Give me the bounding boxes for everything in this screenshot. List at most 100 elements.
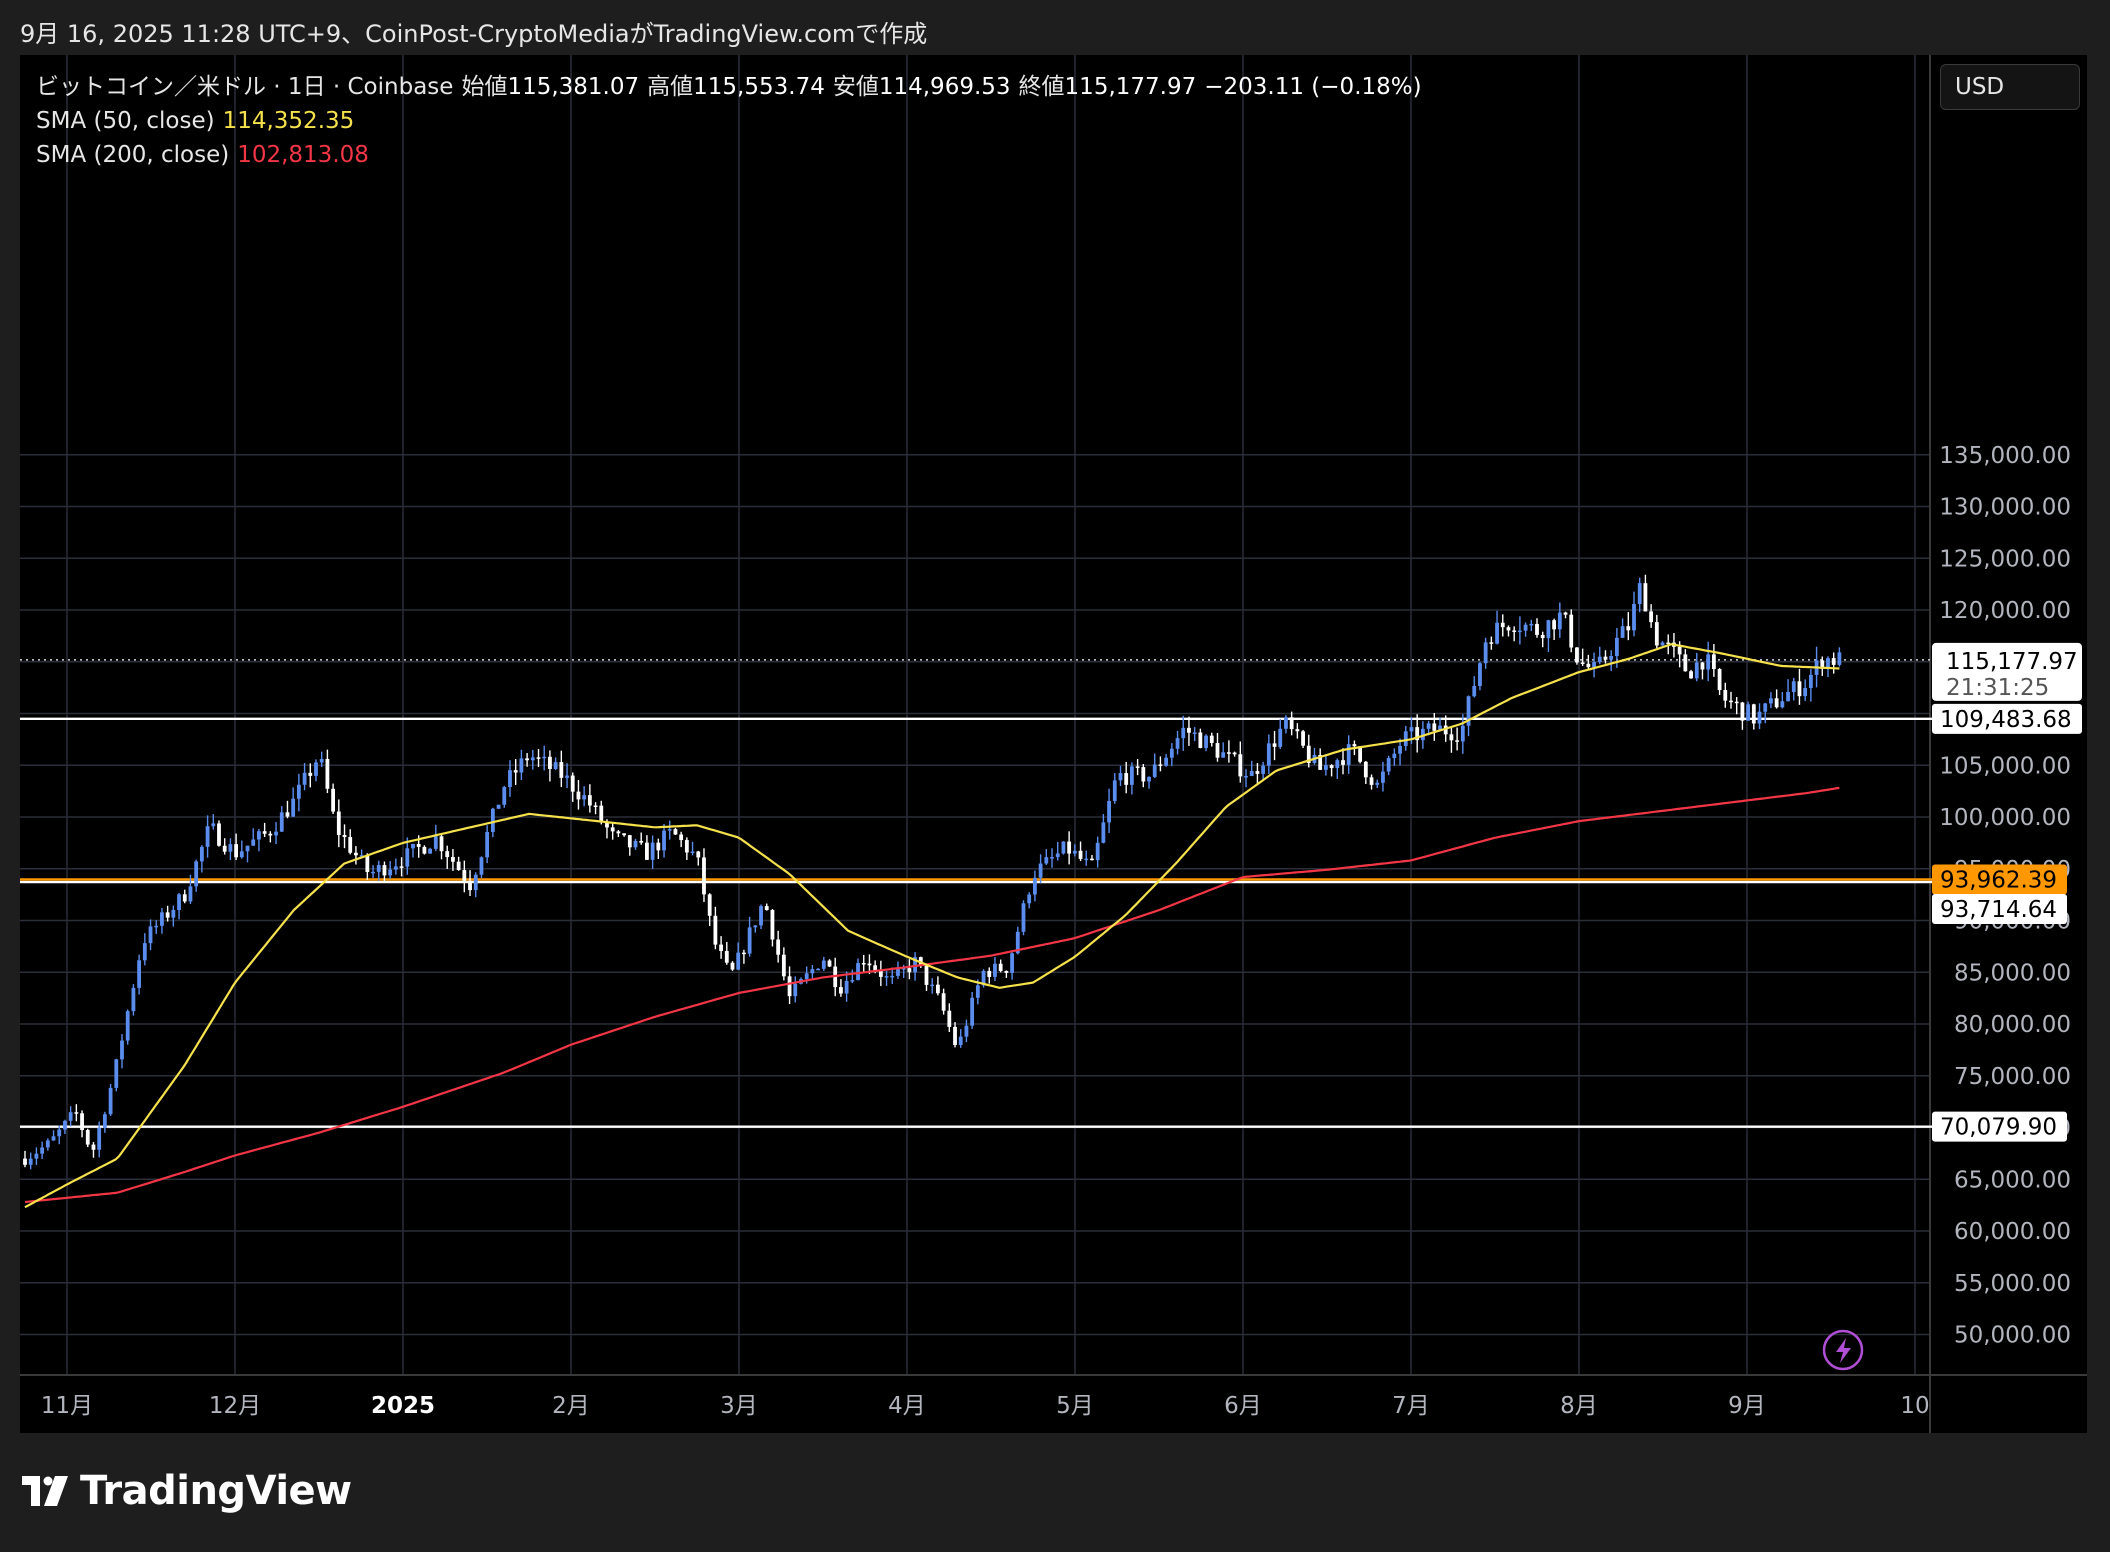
candle-down	[1729, 700, 1733, 703]
candle-down	[1751, 704, 1756, 724]
candle-up	[1632, 604, 1636, 631]
candle-down	[1415, 727, 1420, 741]
candle-up	[1095, 842, 1100, 861]
candle-up	[975, 985, 980, 998]
candle-down	[513, 770, 518, 773]
candle-down	[679, 834, 684, 841]
candle-up	[1546, 620, 1551, 639]
level-price-tag[interactable]	[1932, 1111, 2067, 1142]
candle-down	[1352, 744, 1357, 747]
symbol-line[interactable]: ビットコイン／米ドル · 1日 · Coinbase	[36, 74, 454, 100]
candle-up	[1409, 727, 1414, 732]
candle-up	[821, 960, 826, 969]
candle-down	[85, 1130, 90, 1145]
candle-up	[114, 1059, 119, 1088]
currency-button[interactable]: USD	[1940, 64, 2080, 110]
candle-up	[896, 968, 900, 976]
candle-down	[1004, 970, 1009, 973]
candle-down	[1232, 752, 1237, 755]
x-tick-label: 11月	[41, 1393, 93, 1419]
candle-up	[1284, 717, 1288, 729]
candle-down	[165, 912, 170, 918]
candle-down	[1358, 746, 1363, 762]
candle-up	[1204, 735, 1208, 748]
close-label: 終値	[1018, 74, 1065, 100]
candle-up	[1791, 681, 1796, 693]
candle-down	[422, 846, 427, 854]
candle-up	[1015, 931, 1020, 954]
candle-down	[947, 1010, 952, 1027]
candle-up	[1244, 775, 1248, 778]
candle-up	[125, 1011, 130, 1041]
candle-up	[388, 869, 393, 876]
candle-up	[1033, 877, 1037, 895]
candle-down	[1341, 760, 1345, 765]
candle-up	[177, 894, 181, 910]
candle-up	[291, 798, 296, 817]
level-price-tag[interactable]	[1932, 703, 2082, 734]
candle-down	[1329, 765, 1334, 769]
tradingview-logo[interactable]: TradingView	[22, 1468, 352, 1514]
tradingview-logo-icon	[22, 1476, 68, 1506]
candle-up	[884, 976, 889, 978]
candle-down	[1649, 611, 1654, 623]
candle-up	[1763, 703, 1768, 712]
candle-up	[1038, 863, 1043, 878]
candle-up	[239, 851, 244, 858]
candle-up	[376, 865, 381, 872]
level-price-label: 109,483.68	[1940, 707, 2072, 733]
candle-down	[605, 822, 609, 828]
level-price-tag[interactable]	[1932, 864, 2067, 895]
y-tick-label: 125,000.00	[1939, 546, 2071, 572]
candle-down	[1575, 647, 1579, 663]
lightning-icon[interactable]	[1822, 1329, 1864, 1371]
candle-up	[582, 795, 587, 800]
candle-down	[91, 1144, 96, 1150]
candle-down	[1289, 717, 1294, 730]
candle-down	[525, 758, 529, 761]
candle-down	[1090, 858, 1094, 861]
candle-up	[1152, 764, 1157, 777]
candle-up	[257, 831, 261, 840]
x-tick-label: 2月	[552, 1393, 590, 1419]
candle-down	[1455, 740, 1460, 742]
candle-down	[593, 805, 598, 808]
candle-up	[1386, 758, 1391, 772]
candle-up	[810, 969, 815, 974]
candle-down	[1500, 622, 1505, 628]
high-label: 高値	[647, 74, 694, 100]
candle-down	[1489, 642, 1494, 644]
candle-up	[314, 762, 318, 776]
candle-up	[1592, 662, 1596, 668]
candle-down	[1209, 735, 1214, 743]
y-tick-label: 85,000.00	[1954, 960, 2071, 986]
candle-down	[696, 851, 701, 858]
candle-down	[1369, 777, 1374, 785]
candle-down	[827, 960, 832, 967]
candle-up	[1055, 853, 1060, 858]
candle-up	[667, 829, 672, 831]
candle-up	[1221, 752, 1226, 758]
candle-up	[816, 968, 820, 971]
candle-up	[1478, 663, 1482, 686]
chart-pane[interactable]	[20, 55, 2087, 1433]
candle-down	[873, 965, 878, 971]
y-tick-label: 130,000.00	[1939, 495, 2071, 521]
candle-up	[964, 1025, 969, 1037]
last-price-tag[interactable]	[1932, 642, 2082, 701]
candle-down	[1603, 656, 1608, 660]
candle-up	[1609, 656, 1614, 660]
candle-down	[719, 944, 723, 952]
candle-down	[639, 840, 644, 843]
sma200-label[interactable]: SMA (200, close)	[36, 142, 230, 168]
candle-down	[1569, 614, 1574, 648]
candle-down	[325, 758, 330, 789]
x-tick-label: 8月	[1560, 1393, 1598, 1419]
sma50-label[interactable]: SMA (50, close)	[36, 108, 215, 134]
sma50-value: 114,352.35	[222, 108, 355, 134]
level-price-tag[interactable]	[1932, 894, 2067, 925]
candle-up	[850, 980, 855, 982]
candle-up	[57, 1129, 62, 1137]
candle-up	[1175, 738, 1180, 749]
